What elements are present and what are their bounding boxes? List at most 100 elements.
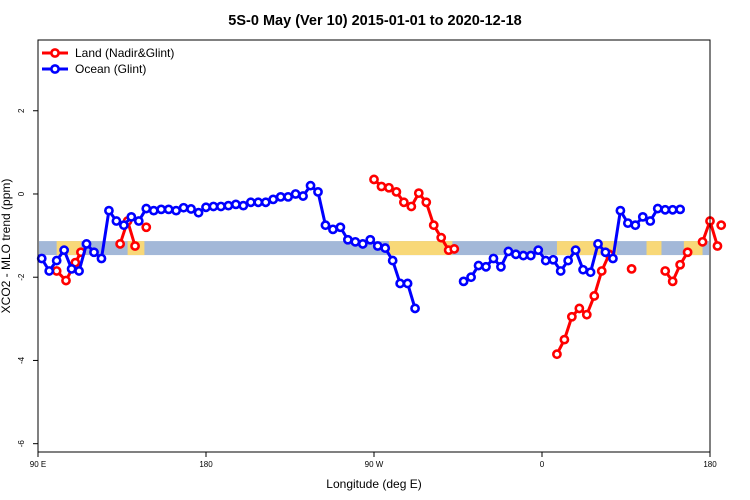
data-point — [473, 260, 484, 271]
data-point — [305, 180, 316, 191]
data-point — [104, 205, 114, 216]
data-point — [589, 291, 600, 301]
data-point — [130, 241, 140, 251]
data-point — [328, 224, 338, 235]
data-point — [245, 197, 256, 208]
data-point — [413, 188, 424, 199]
data-point — [193, 207, 204, 218]
y-tick-label: -4 — [17, 356, 26, 364]
data-point — [660, 266, 671, 276]
data-point — [410, 303, 420, 314]
data-point — [51, 266, 62, 276]
data-point — [290, 189, 301, 199]
data-point — [518, 250, 529, 261]
band-land — [646, 241, 662, 256]
legend-swatch-marker — [50, 48, 60, 58]
data-point — [66, 263, 77, 274]
series-ocean — [36, 180, 686, 314]
data-point — [637, 211, 648, 222]
data-point — [369, 174, 379, 185]
x-tick-label: 180 — [199, 460, 213, 469]
series-land — [51, 174, 727, 360]
data-point — [320, 220, 331, 231]
legend: Land (Nadir&Glint) Ocean (Glint) — [42, 46, 174, 76]
data-point — [667, 276, 678, 287]
data-point — [156, 204, 167, 215]
data-point — [223, 200, 234, 211]
data-point — [421, 197, 432, 208]
data-point — [275, 191, 286, 202]
data-point — [667, 204, 678, 215]
data-point — [133, 216, 144, 226]
data-point — [186, 204, 196, 214]
data-point — [559, 334, 570, 345]
data-point — [630, 220, 641, 231]
data-point — [36, 253, 47, 264]
data-point — [563, 255, 574, 266]
data-point — [652, 203, 663, 214]
data-point — [716, 220, 727, 231]
data-point — [675, 204, 686, 215]
band-land — [388, 241, 453, 256]
y-axis-label: XCO2 - MLO trend (ppm) — [0, 179, 13, 314]
data-point — [481, 261, 491, 272]
data-point — [208, 201, 219, 212]
data-point — [398, 197, 409, 208]
legend-label: Ocean (Glint) — [75, 62, 146, 76]
y-tick-label: -6 — [17, 440, 26, 448]
data-point — [51, 255, 62, 266]
data-point — [201, 202, 211, 213]
data-point — [357, 239, 368, 249]
data-point — [488, 253, 499, 264]
data-point — [118, 220, 129, 231]
data-point — [44, 266, 55, 276]
data-point — [570, 245, 581, 256]
data-point — [525, 250, 536, 261]
data-point — [581, 309, 592, 320]
y-axis: -6 -4 -2 0 2 — [17, 108, 38, 447]
data-point — [510, 249, 521, 260]
data-point — [171, 205, 182, 216]
x-tick-label: 0 — [540, 460, 545, 469]
legend-label: Land (Nadir&Glint) — [75, 46, 174, 60]
x-axis: 90 E 180 90 W 0 180 — [30, 452, 717, 469]
data-point — [141, 203, 152, 214]
data-point — [615, 205, 626, 216]
series-line — [663, 251, 689, 283]
data-point — [313, 186, 323, 197]
chart-title: 5S-0 May (Ver 10) 2015-01-01 to 2020-12-… — [228, 13, 521, 29]
data-point — [585, 267, 596, 278]
data-point — [298, 191, 308, 201]
data-point — [458, 276, 469, 287]
data-point — [253, 197, 264, 208]
data-point — [682, 247, 693, 258]
data-point — [126, 211, 137, 222]
data-point — [260, 197, 271, 208]
data-point — [436, 232, 447, 243]
x-tick-label: 90 W — [365, 460, 384, 469]
legend-item: Land (Nadir&Glint) — [42, 46, 174, 60]
data-point — [540, 255, 551, 266]
data-point — [712, 241, 723, 251]
data-point — [552, 349, 562, 360]
data-point — [593, 239, 603, 249]
data-point — [350, 236, 361, 247]
data-point — [622, 218, 633, 229]
data-point — [697, 236, 708, 247]
data-point — [402, 278, 413, 289]
data-point — [428, 220, 439, 231]
data-point — [372, 241, 383, 251]
data-point — [395, 278, 406, 289]
data-point — [496, 261, 506, 272]
data-point — [96, 253, 107, 264]
data-point — [342, 234, 353, 245]
y-tick-label: 2 — [17, 108, 26, 113]
data-point — [365, 234, 376, 245]
data-point — [230, 199, 241, 210]
data-point — [660, 204, 671, 215]
data-point — [111, 216, 122, 226]
data-point — [89, 247, 99, 258]
x-tick-label: 90 E — [30, 460, 46, 469]
data-point — [74, 266, 84, 276]
